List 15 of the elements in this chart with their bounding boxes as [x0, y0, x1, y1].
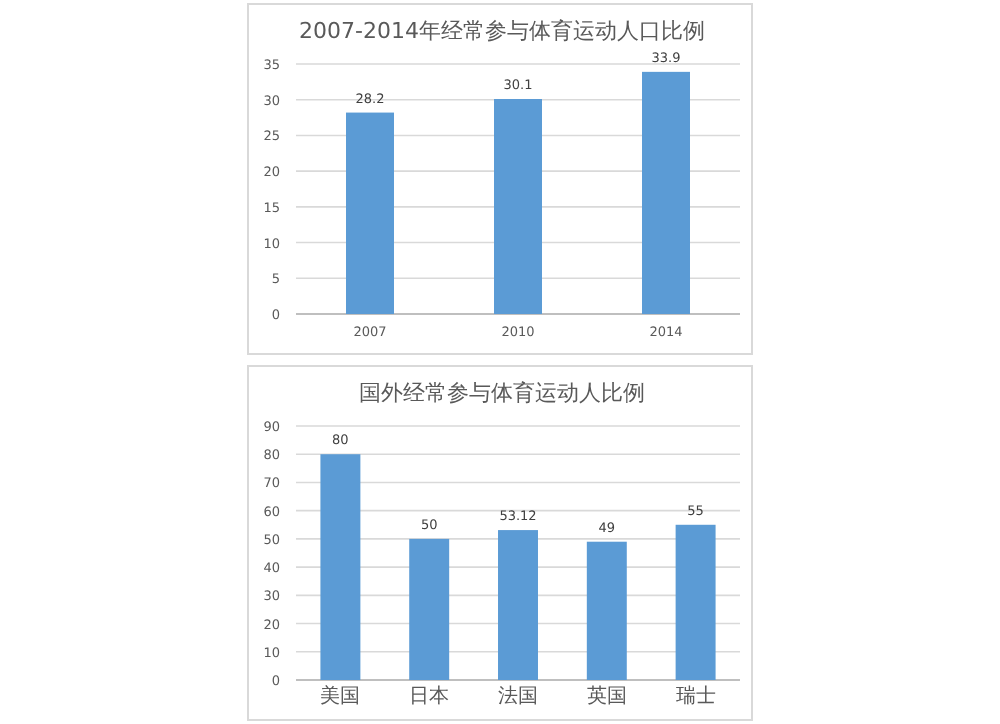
chart-title: 2007-2014年经常参与体育运动人口比例 — [299, 18, 705, 44]
x-tick-label: 瑞士 — [675, 684, 716, 708]
x-tick-label: 英国 — [586, 684, 627, 708]
bar — [675, 524, 716, 680]
chart-title: 国外经常参与体育运动人比例 — [359, 380, 645, 406]
x-tick-label: 法国 — [498, 684, 538, 708]
bar — [498, 530, 538, 680]
bar — [586, 541, 627, 680]
x-tick-label: 美国 — [320, 684, 361, 708]
bar — [409, 538, 450, 680]
x-tick-label: 日本 — [409, 684, 450, 708]
bar — [346, 112, 394, 314]
bar — [494, 99, 542, 314]
bar — [320, 454, 361, 680]
bar — [642, 71, 690, 314]
